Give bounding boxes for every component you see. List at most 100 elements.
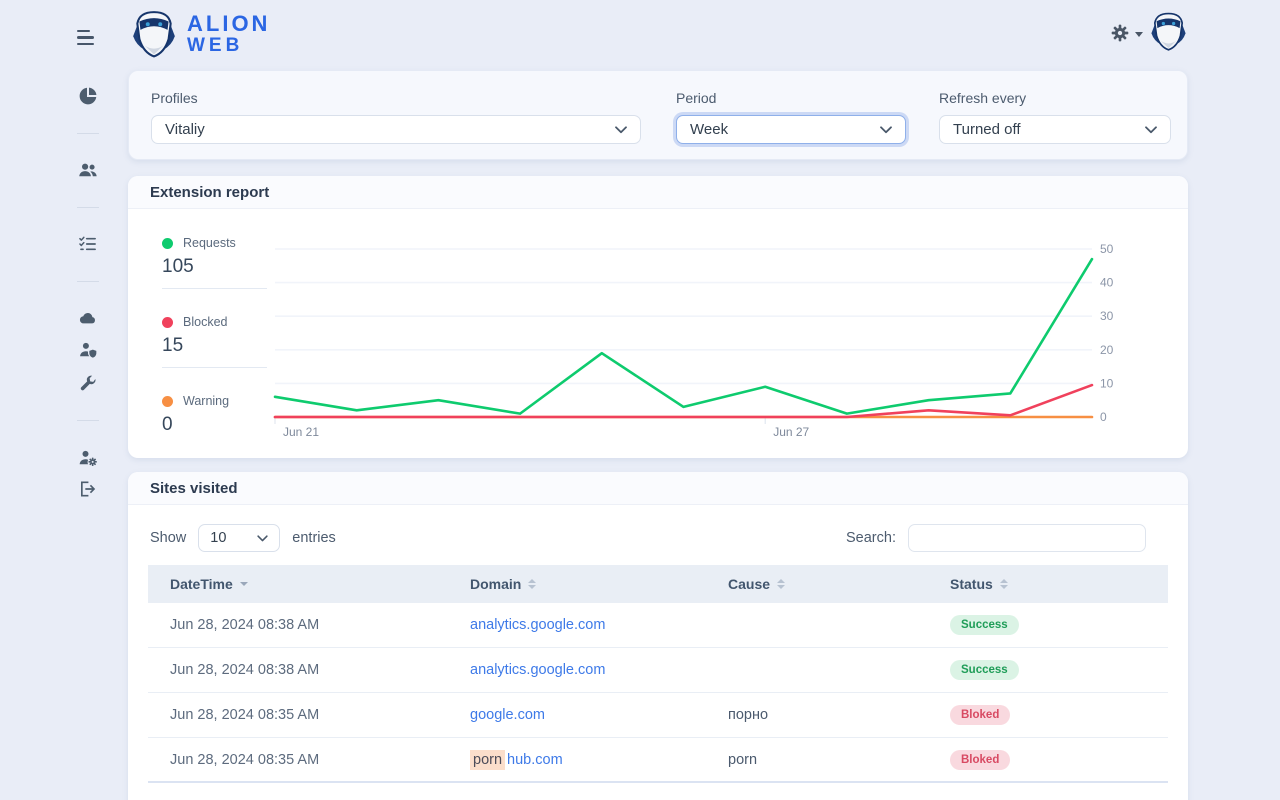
status-badge: Success [950, 660, 1019, 680]
svg-text:20: 20 [1100, 343, 1114, 357]
chevron-down-icon [257, 535, 268, 542]
refresh-select-value: Turned off [953, 121, 1021, 138]
hamburger-menu-icon[interactable] [77, 30, 97, 49]
domain-link[interactable]: analytics.google.com [470, 662, 605, 678]
sidebar-divider [77, 420, 99, 421]
period-label: Period [676, 90, 716, 106]
cell-datetime: Jun 28, 2024 08:35 AM [170, 752, 470, 768]
svg-text:Jun 21: Jun 21 [283, 425, 319, 439]
status-badge: Success [950, 615, 1019, 635]
chevron-down-icon [880, 126, 892, 134]
legend-dot-icon [162, 238, 173, 249]
entries-label: entries [292, 530, 336, 546]
cell-status: Success [950, 615, 1168, 635]
settings-menu-button[interactable] [1110, 23, 1143, 43]
status-badge: Bloked [950, 750, 1010, 770]
cell-status: Bloked [950, 705, 1168, 725]
column-header-datetime[interactable]: DateTime [170, 576, 470, 592]
extension-report-title: Extension report [128, 176, 1188, 209]
caret-down-icon [1135, 32, 1143, 37]
domain-highlight: porn [470, 750, 505, 770]
sidebar-divider [77, 207, 99, 208]
logout-icon [78, 479, 98, 499]
checklist-icon [78, 234, 98, 254]
search-input[interactable] [908, 524, 1146, 552]
table-row: Jun 28, 2024 08:35 AMgoogle.comпорноBlok… [148, 693, 1168, 738]
legend-label: Warning [183, 394, 229, 408]
cell-domain: pornhub.com [470, 752, 728, 768]
brand-wordmark: ALION WEB [187, 13, 270, 55]
table-search: Search: [846, 524, 1146, 552]
domain-link[interactable]: hub.com [507, 752, 563, 768]
status-badge: Bloked [950, 705, 1010, 725]
period-select[interactable]: Week [676, 115, 906, 144]
table-row: Jun 28, 2024 08:35 AMpornhub.compornBlok… [148, 738, 1168, 783]
profiles-select-value: Vitaliy [165, 121, 205, 138]
gear-icon [1110, 23, 1130, 43]
sidebar-item-user-shield[interactable] [78, 340, 98, 360]
sidebar-item-checklist[interactable] [78, 234, 98, 254]
column-label: DateTime [170, 576, 233, 592]
brand-line-1: ALION [187, 13, 270, 35]
domain-link[interactable]: google.com [470, 707, 545, 723]
sidebar-item-cloud[interactable] [78, 308, 98, 328]
extension-report-card: Extension report Requests105Blocked15War… [128, 176, 1188, 458]
sidebar-item-logout[interactable] [78, 479, 98, 499]
users-icon [78, 160, 98, 180]
alion-web-dashboard: ALION WEB Profiles Vitaliy Period Week R… [0, 0, 1280, 800]
sort-icon [528, 579, 536, 589]
user-avatar[interactable] [1148, 11, 1189, 52]
page-size-value: 10 [210, 530, 226, 546]
sort-icon [1000, 579, 1008, 589]
legend-value: 105 [162, 256, 267, 289]
svg-text:10: 10 [1100, 376, 1114, 390]
chevron-down-icon [1145, 126, 1157, 134]
legend-value: 0 [162, 414, 267, 446]
svg-text:50: 50 [1100, 242, 1114, 256]
cell-cause: порно [728, 707, 950, 723]
filters-card: Profiles Vitaliy Period Week Refresh eve… [128, 70, 1188, 160]
page-size-control: Show 10 entries [150, 524, 336, 552]
extension-report-line-chart: 01020304050Jun 21Jun 27 [270, 236, 1182, 444]
sidebar-item-user-gear[interactable] [78, 448, 98, 468]
refresh-select[interactable]: Turned off [939, 115, 1171, 144]
sidebar-item-wrench[interactable] [78, 373, 98, 393]
column-label: Domain [470, 576, 521, 592]
column-label: Cause [728, 576, 770, 592]
cell-status: Bloked [950, 750, 1168, 770]
svg-text:Jun 27: Jun 27 [773, 425, 809, 439]
profiles-select[interactable]: Vitaliy [151, 115, 641, 144]
svg-text:30: 30 [1100, 309, 1114, 323]
column-header-status[interactable]: Status [950, 576, 1168, 592]
sites-visited-card: Sites visited Show 10 entries Search: Da… [128, 472, 1188, 800]
legend-value: 15 [162, 335, 267, 368]
table-row: Jun 28, 2024 08:38 AManalytics.google.co… [148, 648, 1168, 693]
cell-domain: analytics.google.com [470, 617, 728, 633]
cell-status: Success [950, 660, 1168, 680]
page-size-select[interactable]: 10 [198, 524, 280, 552]
column-header-domain[interactable]: Domain [470, 576, 728, 592]
cell-domain: analytics.google.com [470, 662, 728, 678]
sort-icon [777, 579, 785, 589]
period-select-value: Week [690, 121, 728, 138]
table-row: Jun 28, 2024 08:38 AManalytics.google.co… [148, 603, 1168, 648]
wrench-icon [78, 373, 98, 393]
table-header-row: DateTime Domain Cause Status [148, 565, 1168, 603]
chevron-down-icon [615, 126, 627, 134]
refresh-label: Refresh every [939, 90, 1026, 106]
cell-domain: google.com [470, 707, 728, 723]
column-header-cause[interactable]: Cause [728, 576, 950, 592]
brand-logo[interactable]: ALION WEB [128, 9, 270, 59]
sidebar-item-pie-chart[interactable] [78, 86, 98, 106]
robot-avatar-icon [1148, 11, 1189, 52]
sidebar-item-users[interactable] [78, 160, 98, 180]
search-label: Search: [846, 530, 896, 546]
user-shield-icon [78, 340, 98, 360]
legend-label: Requests [183, 236, 236, 250]
sites-table: DateTime Domain Cause Status Jun 28, 2024 0… [148, 565, 1168, 783]
pie-chart-icon [78, 86, 98, 106]
domain-link[interactable]: analytics.google.com [470, 617, 605, 633]
sidebar-divider [77, 133, 99, 134]
cell-cause: porn [728, 752, 950, 768]
sidebar-divider [77, 281, 99, 282]
